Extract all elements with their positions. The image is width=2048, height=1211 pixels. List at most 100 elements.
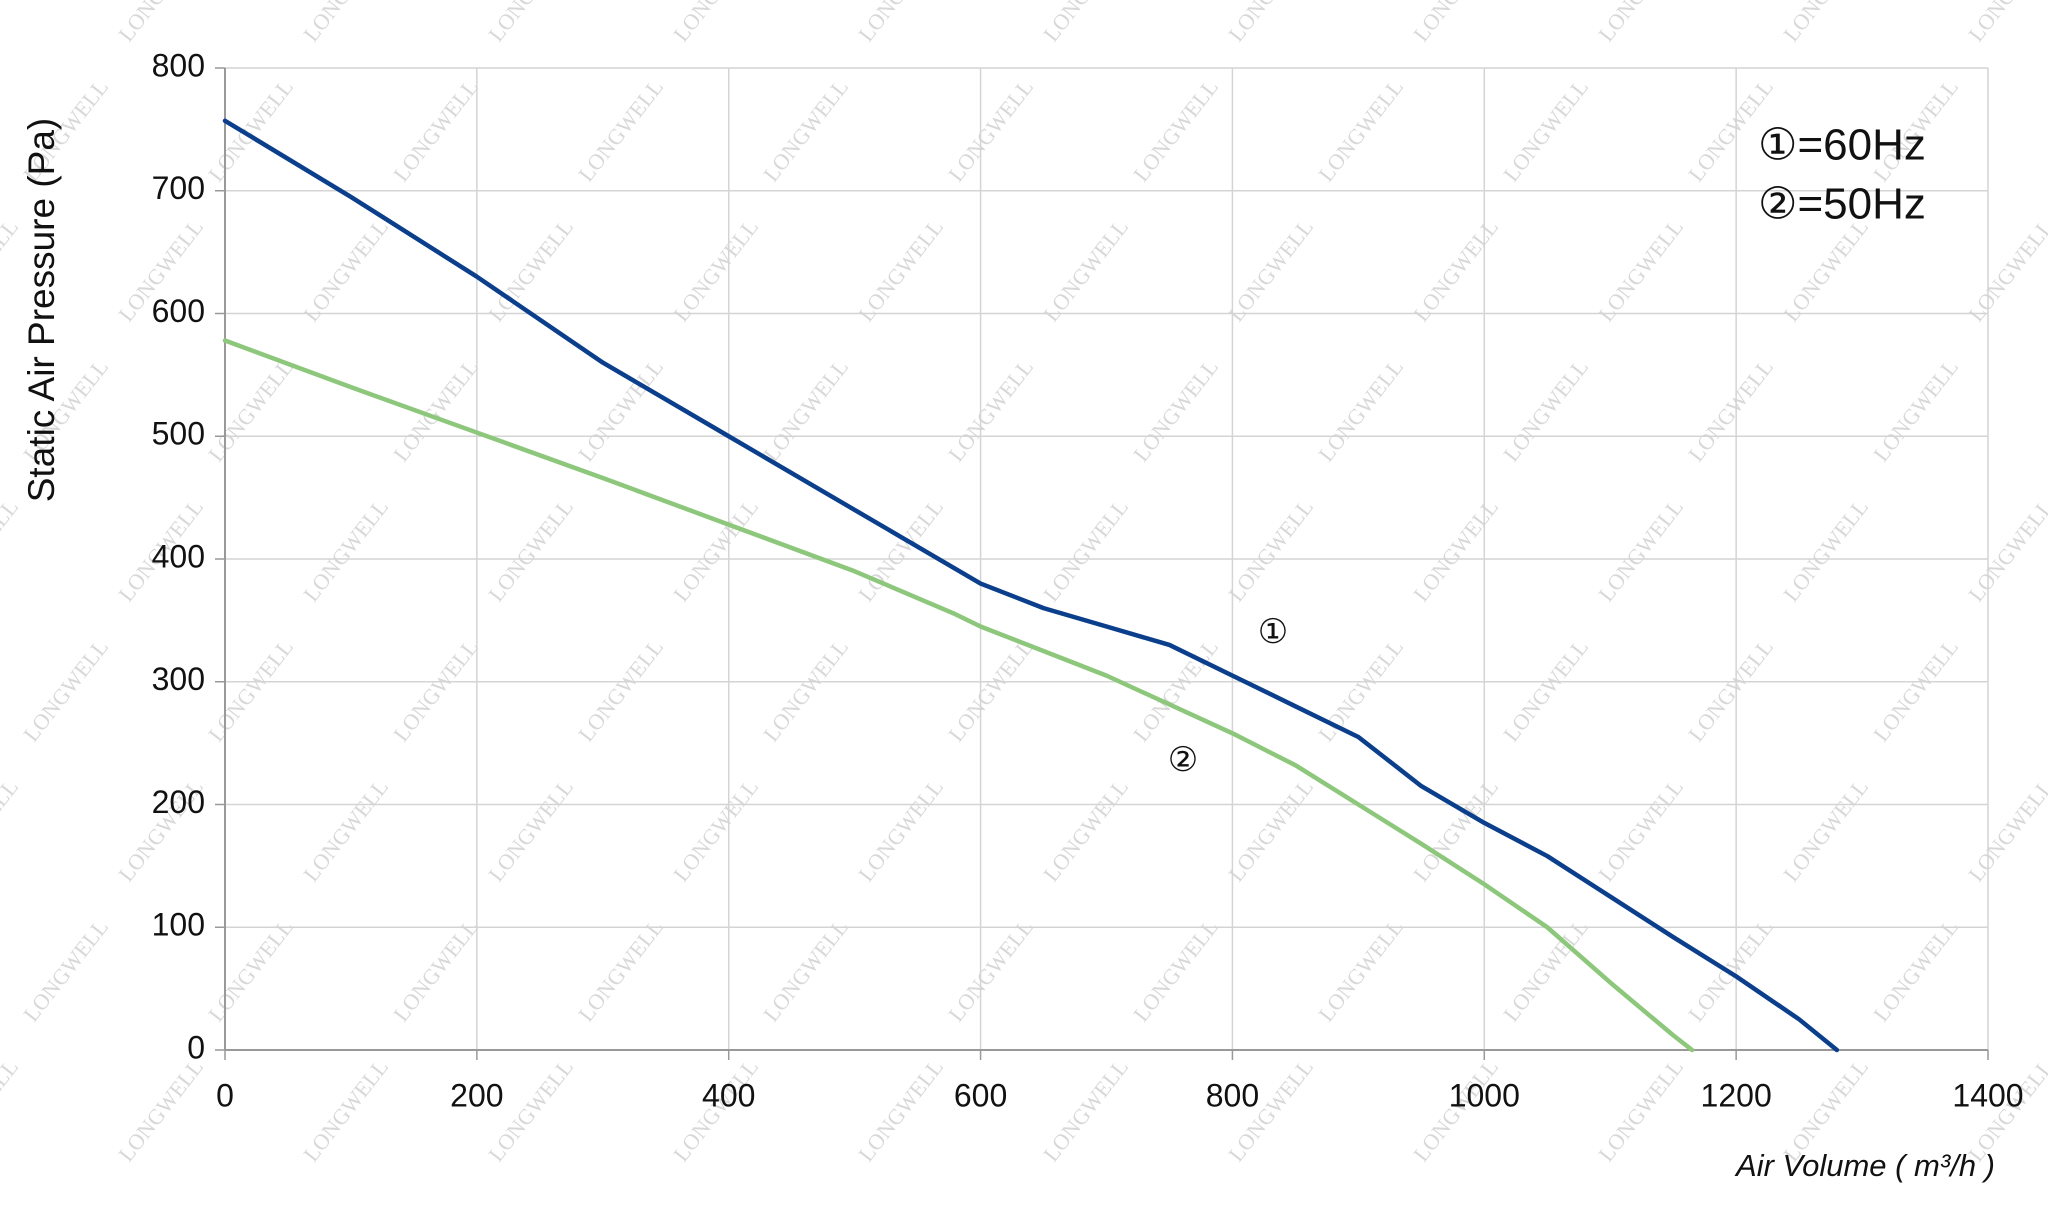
watermark: LONGWELL bbox=[298, 1055, 393, 1167]
watermark: LONGWELL bbox=[1223, 215, 1318, 327]
watermark: LONGWELL bbox=[573, 75, 668, 187]
watermark: LONGWELL bbox=[668, 495, 763, 607]
x-axis-label: Air Volume ( m³/h ) bbox=[1734, 1148, 1995, 1183]
watermark: LONGWELL bbox=[0, 775, 23, 887]
watermark: LONGWELL bbox=[0, 1055, 23, 1167]
watermark: LONGWELL bbox=[483, 0, 578, 46]
watermark: LONGWELL bbox=[1778, 775, 1873, 887]
watermark: LONGWELL bbox=[1313, 355, 1408, 467]
watermark: LONGWELL bbox=[943, 355, 1038, 467]
watermark: LONGWELL bbox=[1128, 355, 1223, 467]
watermark: LONGWELL bbox=[1313, 635, 1408, 747]
watermark: LONGWELL bbox=[573, 915, 668, 1027]
x-tick-label: 1200 bbox=[1701, 1077, 1772, 1113]
watermark: LONGWELL bbox=[388, 75, 483, 187]
watermark: LONGWELL bbox=[388, 355, 483, 467]
watermark: LONGWELL bbox=[1778, 495, 1873, 607]
watermark: LONGWELL bbox=[1963, 495, 2048, 607]
watermark: LONGWELL bbox=[113, 1055, 208, 1167]
series-line bbox=[222, 118, 1840, 1053]
watermark: LONGWELL bbox=[1963, 215, 2048, 327]
watermark: LONGWELL bbox=[1683, 635, 1778, 747]
watermark: LONGWELL bbox=[1868, 915, 1963, 1027]
x-tick-label: 200 bbox=[450, 1077, 503, 1113]
watermark: LONGWELL bbox=[1038, 775, 1133, 887]
watermark: LONGWELL bbox=[1778, 0, 1873, 46]
watermark: LONGWELL bbox=[1408, 215, 1503, 327]
watermark: LONGWELL bbox=[0, 495, 23, 607]
watermark: LONGWELL bbox=[18, 635, 113, 747]
watermark: LONGWELL bbox=[853, 775, 948, 887]
x-tick-label: 400 bbox=[702, 1077, 755, 1113]
watermark: LONGWELL bbox=[388, 635, 483, 747]
watermark: LONGWELL bbox=[1313, 915, 1408, 1027]
x-tick-label: 0 bbox=[216, 1077, 234, 1113]
y-tick-label: 600 bbox=[152, 293, 205, 329]
watermark: LONGWELL bbox=[203, 75, 298, 187]
watermark: LONGWELL bbox=[388, 915, 483, 1027]
watermark: LONGWELL bbox=[1313, 75, 1408, 187]
watermark: LONGWELL bbox=[1128, 75, 1223, 187]
y-tick-label: 300 bbox=[152, 661, 205, 697]
watermark: LONGWELL bbox=[113, 0, 208, 46]
watermark: LONGWELL bbox=[668, 215, 763, 327]
watermark: LONGWELL bbox=[0, 0, 23, 46]
y-tick-label: 200 bbox=[152, 784, 205, 820]
watermark: LONGWELL bbox=[1498, 75, 1593, 187]
curve-label: ① bbox=[1258, 613, 1288, 651]
watermark: LONGWELL bbox=[853, 1055, 948, 1167]
watermark: LONGWELL bbox=[758, 915, 853, 1027]
y-tick-label: 100 bbox=[152, 907, 205, 943]
watermark: LONGWELL bbox=[483, 495, 578, 607]
watermark: LONGWELL bbox=[668, 775, 763, 887]
y-tick-label: 700 bbox=[152, 170, 205, 206]
y-tick-label: 400 bbox=[152, 538, 205, 574]
plot-area: 0 100 200 300 400 500 600 700 800 0 200 400 600 800 10… bbox=[152, 47, 2024, 1113]
y-tick-label: 500 bbox=[152, 416, 205, 452]
watermark: LONGWELL bbox=[758, 635, 853, 747]
watermark: LONGWELL bbox=[1408, 775, 1503, 887]
watermark: LONGWELL bbox=[1498, 635, 1593, 747]
x-tick-label: 1000 bbox=[1449, 1077, 1520, 1113]
watermark: LONGWELL bbox=[483, 215, 578, 327]
y-tick-label: 0 bbox=[187, 1029, 205, 1065]
watermark: LONGWELL bbox=[1963, 775, 2048, 887]
watermark: LONGWELL bbox=[1038, 495, 1133, 607]
watermark: LONGWELL bbox=[1038, 0, 1133, 46]
y-tick-label: 800 bbox=[152, 47, 205, 83]
curve-label: ② bbox=[1168, 741, 1198, 779]
watermark: LONGWELL bbox=[1498, 915, 1593, 1027]
watermark: LONGWELL bbox=[853, 0, 948, 46]
legend-entry: ②=50Hz bbox=[1758, 180, 1926, 229]
watermark: LONGWELL bbox=[298, 0, 393, 46]
watermark: LONGWELL bbox=[1778, 215, 1873, 327]
watermark: LONGWELL bbox=[1868, 355, 1963, 467]
watermark: LONGWELL bbox=[1408, 0, 1503, 46]
watermark: LONGWELL bbox=[1408, 495, 1503, 607]
watermark: LONGWELL bbox=[1498, 355, 1593, 467]
watermark: LONGWELL bbox=[758, 75, 853, 187]
x-tick-label: 800 bbox=[1206, 1077, 1259, 1113]
watermark: LONGWELL bbox=[758, 355, 853, 467]
series-line bbox=[222, 338, 1695, 1053]
legend-entry: ①=60Hz bbox=[1758, 121, 1926, 170]
watermark: LONGWELL bbox=[1593, 215, 1688, 327]
watermark: LONGWELL bbox=[298, 215, 393, 327]
watermark: LONGWELL bbox=[1223, 0, 1318, 46]
watermark: LONGWELL bbox=[1038, 215, 1133, 327]
watermark: LONGWELL bbox=[1593, 775, 1688, 887]
watermark: LONGWELL bbox=[1868, 635, 1963, 747]
watermark: LONGWELL bbox=[298, 495, 393, 607]
watermark: LONGWELL bbox=[573, 635, 668, 747]
x-tick-label: 1400 bbox=[1952, 1077, 2023, 1113]
x-tick-label: 600 bbox=[954, 1077, 1007, 1113]
watermark: LONGWELL bbox=[943, 635, 1038, 747]
watermark: LONGWELL bbox=[1038, 1055, 1133, 1167]
watermark: LONGWELL bbox=[483, 775, 578, 887]
watermark: LONGWELL bbox=[1683, 355, 1778, 467]
watermark: LONGWELL bbox=[18, 915, 113, 1027]
watermark: LONGWELL bbox=[1223, 495, 1318, 607]
watermark: LONGWELL bbox=[1223, 775, 1318, 887]
watermark: LONGWELL bbox=[1593, 1055, 1688, 1167]
